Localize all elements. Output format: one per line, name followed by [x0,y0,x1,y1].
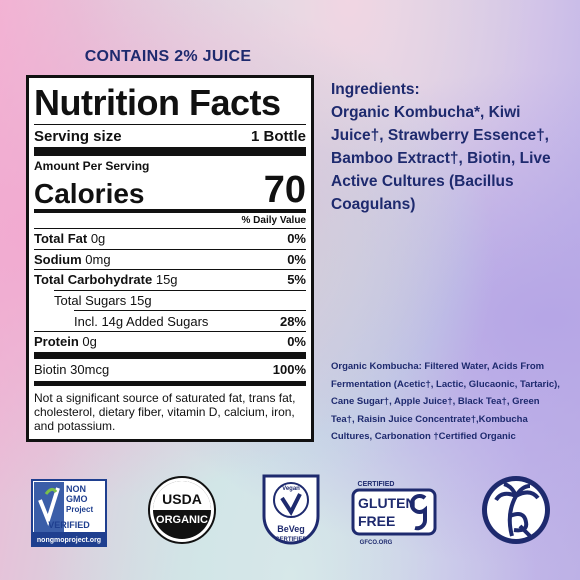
nutrient-amount: 0mg [85,251,111,267]
nutrient-label: Biotin 30mcg [34,362,109,377]
vegan-logo: Vegan BeVeg CERTIFIED [262,474,320,545]
daily-value-header: % Daily Value [241,215,306,226]
nutrient-name: Total Sugars [54,293,127,309]
amount-per-serving: Amount Per Serving [34,159,150,173]
gf-url: GFCO.ORG [360,540,393,546]
logos: NON GMO Project VERIFIED nongmoproject.o… [31,474,550,547]
nutrient-name: Total Carbohydrate [34,272,153,288]
calories-label: Calories [34,178,145,209]
nutrient-row: Biotin 30mcg 100% [34,351,306,381]
nutrient-label: Protein 0g [34,334,97,349]
daily-value: 0% [287,334,306,350]
nutrient-amount: 30mcg [70,362,110,378]
nutrient-label: Total Sugars 15g [54,293,152,308]
nutrient-amount: 15g [129,293,152,309]
serving-label: Serving size [34,127,122,145]
footnote: Not a significant source of saturated fa… [34,380,306,439]
gf-text: FREE [358,513,395,529]
ingredients-text: Organic Kombucha*, Kiwi Juice†, Strawber… [331,104,551,213]
nutrient-label: Total Carbohydrate 15g [34,272,178,287]
nutrient-name: Sodium [34,251,82,267]
ingredients-heading: Ingredients: [331,81,420,98]
calories-row: Calories 70 [34,169,306,211]
nutrient-label: Incl. 14g Added Sugars [74,314,208,329]
nutrient-name: Incl. 14g Added Sugars [74,313,209,329]
serving-row: Serving size 1 Bottle [34,125,306,147]
vegan-text: BeVeg [277,524,305,534]
brand-logo [482,476,550,544]
daily-value: 28% [279,313,306,329]
daily-value: 0% [287,231,306,247]
usda-logo: USDA ORGANIC [148,476,216,544]
nutrient-name: Biotin [34,362,67,378]
nutrient-name: Total Fat [34,231,88,247]
gf-text: GLUTEN [358,495,416,511]
vegan-text: CERTIFIED [275,537,307,543]
non-gmo-url: nongmoproject.org [37,537,101,544]
non-gmo-text: Project [66,505,93,514]
non-gmo-text: VERIFIED [48,520,90,530]
juice-note: CONTAINS 2% JUICE [84,48,252,65]
non-gmo-text: NON [66,484,86,494]
gluten-free-logo: CERTIFIED GLUTEN FREE GFCO.ORG [351,481,437,546]
nutrient-row: Incl. 14g Added Sugars 28% [74,310,306,331]
nutrient-label: Sodium 0mg [34,252,111,267]
daily-value: 100% [272,362,306,378]
nutrient-row: Total Fat 0g 0% [34,228,306,249]
non-gmo-logo: NON GMO Project VERIFIED nongmoproject.o… [31,479,107,547]
nutrient-row: Total Carbohydrate 15g 5% [34,269,306,290]
rule [34,124,306,125]
rule [34,209,306,213]
vegan-text: Vegan [282,486,300,492]
nutrient-name: Protein [34,334,79,350]
nutrition-label: Nutrition Facts Serving size 1 Bottle Am… [26,75,314,442]
calories-value: 70 [263,169,306,211]
nutrient-label: Total Fat 0g [34,231,105,246]
daily-value: 5% [287,272,306,288]
nutrient-amount: 0g [90,231,106,247]
daily-value: 0% [287,251,306,267]
gf-text: CERTIFIED [358,481,395,488]
nutrient-row: Sodium 0mg 0% [34,248,306,270]
non-gmo-text: GMO [66,494,88,504]
nutrient-amount: 0g [82,334,97,350]
ingredients: Ingredients: Organic Kombucha*, Kiwi Jui… [331,78,571,216]
nutrient-row: Total Sugars 15g [54,289,306,311]
nutrition-title: Nutrition Facts [34,82,281,123]
nutrient-amount: 15g [155,272,178,288]
nutrient-rows: Total Fat 0g 0% Sodium 0mg 0% Total Carbohyd… [34,228,306,381]
rule [34,147,306,156]
usda-text: ORGANIC [156,514,208,526]
ingredients-detail: Organic Kombucha: Filtered Water, Acids … [331,361,560,442]
serving-value: 1 Bottle [250,127,306,145]
nutrient-row: Protein 0g 0% [34,330,306,352]
usda-text: USDA [162,491,202,507]
